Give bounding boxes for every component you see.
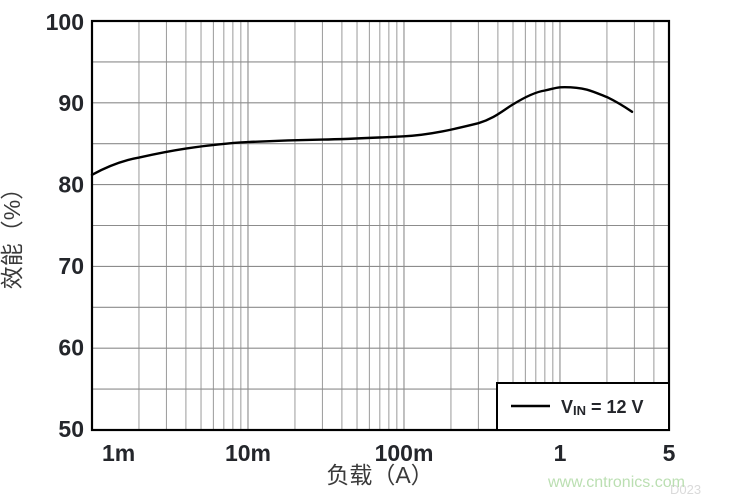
svg-text:90: 90 <box>58 90 84 116</box>
svg-text:5: 5 <box>663 440 676 466</box>
svg-text:60: 60 <box>58 335 84 361</box>
svg-text:负载（A）: 负载（A） <box>326 462 433 488</box>
svg-text:80: 80 <box>58 172 84 198</box>
svg-text:100: 100 <box>46 9 84 35</box>
svg-text:效能（%）: 效能（%） <box>0 177 25 289</box>
svg-text:50: 50 <box>58 416 84 442</box>
svg-text:10m: 10m <box>225 440 271 466</box>
svg-text:1m: 1m <box>102 440 135 466</box>
svg-text:www.cntronics.com: www.cntronics.com <box>547 474 685 491</box>
svg-text:1: 1 <box>554 440 567 466</box>
svg-text:70: 70 <box>58 253 84 279</box>
